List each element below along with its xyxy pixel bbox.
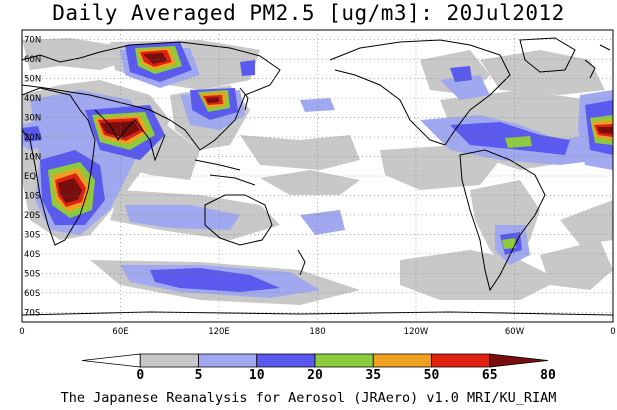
longitude-label: 180: [309, 327, 325, 337]
colorbar-tick-label: 50: [424, 368, 440, 383]
latitude-label: 50S: [24, 269, 40, 279]
latitude-label: 30S: [24, 230, 40, 240]
colorbar-tick-label: 20: [307, 368, 323, 383]
latitude-label: 50N: [24, 75, 41, 85]
colorbar-segment: [372, 353, 432, 368]
colorbar-tick-label: 5: [195, 368, 203, 383]
colorbar-segment: [256, 353, 316, 368]
latitude-label: 10N: [24, 153, 41, 163]
longitude-label: 0: [19, 327, 24, 337]
colorbar-tick-label: 65: [482, 368, 498, 383]
latitude-label: 30N: [24, 114, 41, 124]
colorbar-segment: [431, 353, 491, 368]
latitude-label: 60S: [24, 289, 40, 299]
colorbar-tick-label: 0: [136, 368, 144, 383]
colorbar-segment: [314, 353, 374, 368]
longitude-label: 120W: [404, 327, 429, 337]
latitude-label: 70N: [24, 36, 41, 46]
colorbar-tick-label: 35: [365, 368, 381, 383]
latitude-label: 10S: [24, 191, 40, 201]
longitude-label: 120E: [208, 327, 230, 337]
colorbar-tick-label: 10: [249, 368, 265, 383]
colorbar-segment: [81, 353, 141, 368]
lat-lon-gridlines: [22, 30, 613, 322]
latitude-label: 60N: [24, 55, 41, 65]
latitude-label: 40S: [24, 250, 40, 260]
colorbar-segment: [139, 353, 199, 368]
latitude-labels: 70N 60N 50N 40N 30N 20N 10N EQ 10S 20S 30S 40S 50S 60…: [24, 36, 41, 319]
map-title: Daily Averaged PM2.5 [ug/m3]: 20Jul2012: [52, 1, 565, 25]
colorbar-segment: [489, 353, 549, 368]
colorbar-tick-label: 80: [540, 368, 556, 383]
longitude-label: 60W: [505, 327, 525, 337]
footer-credit: The Japanese Reanalysis for Aerosol (JRA…: [60, 390, 557, 406]
latitude-label: 20N: [24, 133, 41, 143]
latitude-label: EQ: [24, 172, 36, 182]
latitude-label: 20S: [24, 211, 40, 221]
longitude-labels: 0 60E 120E 180 120W 60W 0: [19, 327, 615, 337]
latitude-label: 40N: [24, 94, 41, 104]
longitude-label: 0: [610, 327, 615, 337]
map-frame: [21, 29, 614, 323]
colorbar: 0 5 10 20 35 50 65 80: [81, 353, 556, 383]
colorbar-segment: [198, 353, 258, 368]
latitude-label: 70S: [24, 308, 40, 318]
longitude-label: 60E: [112, 327, 128, 337]
